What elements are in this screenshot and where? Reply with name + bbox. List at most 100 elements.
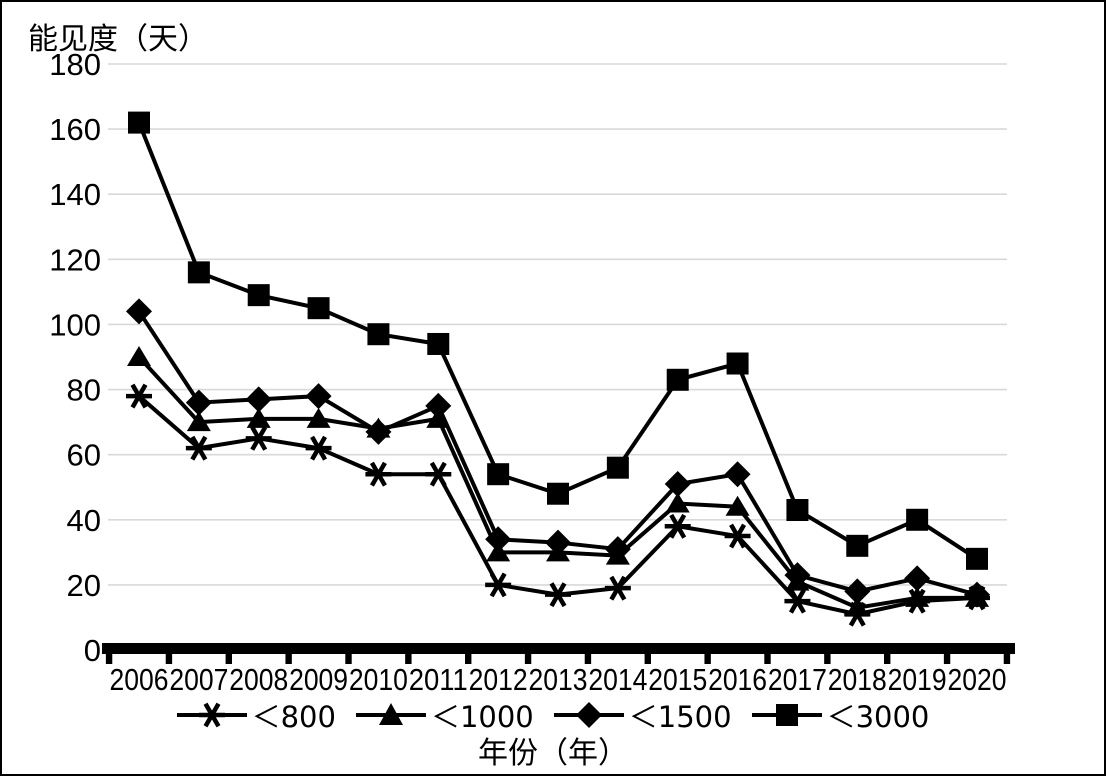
triangle-marker-icon	[905, 586, 930, 607]
asterisk-marker-icon	[185, 435, 212, 461]
square-marker-icon	[187, 261, 210, 284]
x-axis-tick	[105, 654, 113, 664]
x-tick-label: 2009	[289, 662, 348, 697]
x-tick-label: 2015	[648, 662, 707, 697]
asterisk-marker-icon	[545, 582, 571, 608]
y-tick-label: 60	[67, 438, 101, 473]
asterisk-marker-icon	[365, 461, 392, 487]
x-axis-tick	[345, 654, 352, 664]
triangle-marker-icon	[186, 411, 211, 432]
asterisk-marker-icon	[425, 461, 452, 487]
x-axis-tick	[824, 654, 831, 664]
y-tick-label: 80	[67, 373, 101, 408]
y-tick-label: 160	[49, 112, 101, 147]
x-axis-tick	[524, 654, 532, 664]
triangle-marker-icon	[665, 492, 690, 513]
x-axis-tick	[884, 654, 891, 664]
diamond-marker-icon	[305, 383, 332, 410]
x-tick-label: 2008	[229, 662, 288, 697]
y-tick-label: 120	[49, 242, 101, 277]
square-marker-icon	[307, 297, 330, 320]
asterisk-marker-icon	[245, 425, 272, 451]
legend-item-800: ＜800	[176, 694, 336, 736]
square-marker-icon	[247, 284, 270, 307]
x-tick-label: 2017	[768, 662, 827, 697]
x-tick-label: 2018	[828, 662, 887, 697]
square-marker-icon	[606, 456, 629, 479]
diamond-marker-icon	[485, 526, 512, 553]
x-axis-tick	[285, 654, 292, 664]
legend-label-3000: ＜3000	[826, 700, 930, 734]
diamond-marker-icon	[425, 392, 452, 419]
triangle-marker-icon	[725, 495, 750, 516]
triangle-marker-icon	[845, 596, 870, 617]
x-tick-label: 2014	[588, 662, 647, 697]
x-axis-tick	[943, 654, 951, 664]
diamond-marker-icon	[185, 389, 212, 416]
square-marker-icon	[906, 508, 929, 531]
x-tick-label: 2006	[110, 662, 169, 697]
triangle-marker-icon	[246, 407, 271, 428]
x-axis-tick	[644, 654, 651, 664]
square-marker-icon	[487, 463, 510, 486]
square-marker-icon	[966, 547, 988, 570]
x-tick-label: 2007	[169, 662, 228, 697]
diamond-marker-icon	[784, 562, 811, 589]
asterisk-marker-icon	[176, 702, 247, 728]
y-tick-label: 20	[67, 568, 101, 603]
asterisk-marker-icon	[604, 575, 631, 601]
x-tick-label: 2016	[708, 662, 767, 697]
diamond-marker-icon	[245, 386, 272, 413]
x-tick-label: 2011	[409, 662, 468, 697]
square-marker-icon	[726, 352, 749, 375]
y-axis-title: 能见度（天）	[28, 22, 208, 57]
x-axis-tick	[225, 654, 232, 664]
legend-item-3000: ＜3000	[751, 694, 930, 736]
diamond-marker-icon	[964, 581, 990, 608]
x-tick-label: 2010	[349, 662, 408, 697]
x-axis-tick	[704, 654, 711, 664]
square-marker-icon	[751, 704, 822, 726]
triangle-marker-icon	[306, 407, 331, 428]
square-marker-icon	[547, 482, 569, 505]
triangle-marker-icon	[127, 346, 151, 366]
square-marker-icon	[846, 534, 869, 557]
asterisk-marker-icon	[784, 588, 811, 614]
square-marker-icon	[786, 499, 809, 522]
square-marker-icon	[128, 111, 150, 134]
diamond-marker-icon	[553, 702, 624, 728]
diamond-marker-icon	[365, 418, 392, 445]
triangle-marker-icon	[355, 703, 426, 725]
x-axis-tick	[465, 654, 472, 664]
legend-item-1500: ＜1500	[553, 694, 732, 736]
x-axis-tick	[1003, 654, 1011, 664]
x-tick-label: 2012	[469, 662, 528, 697]
diamond-marker-icon	[724, 461, 751, 488]
asterisk-marker-icon	[724, 523, 751, 549]
x-tick-label: 2013	[529, 662, 588, 697]
diamond-marker-icon	[545, 529, 571, 556]
y-tick-label: 140	[49, 177, 101, 212]
y-tick-label: 100	[49, 307, 101, 342]
x-tick-label: 2020	[948, 662, 1007, 697]
diamond-marker-icon	[844, 578, 871, 605]
x-axis-tick	[165, 654, 173, 664]
square-marker-icon	[666, 368, 689, 391]
diamond-marker-icon	[664, 470, 691, 497]
x-tick-label: 2019	[888, 662, 947, 697]
x-axis-tick	[584, 654, 592, 664]
x-axis-line	[102, 643, 1015, 654]
legend: ＜800 ＜1000 ＜1500 ＜3000	[2, 699, 1104, 734]
legend-label-800: ＜800	[251, 700, 336, 734]
y-tick-label: 0	[84, 633, 101, 668]
legend-item-1000: ＜1000	[355, 694, 534, 736]
x-axis-title: 年份（年）	[478, 736, 628, 771]
diamond-marker-icon	[604, 536, 631, 563]
square-marker-icon	[367, 323, 390, 346]
legend-label-1500: ＜1500	[628, 700, 732, 734]
asterisk-marker-icon	[664, 513, 691, 539]
square-marker-icon	[427, 332, 450, 355]
x-axis-tick	[764, 654, 771, 664]
x-axis-tick	[405, 654, 412, 664]
